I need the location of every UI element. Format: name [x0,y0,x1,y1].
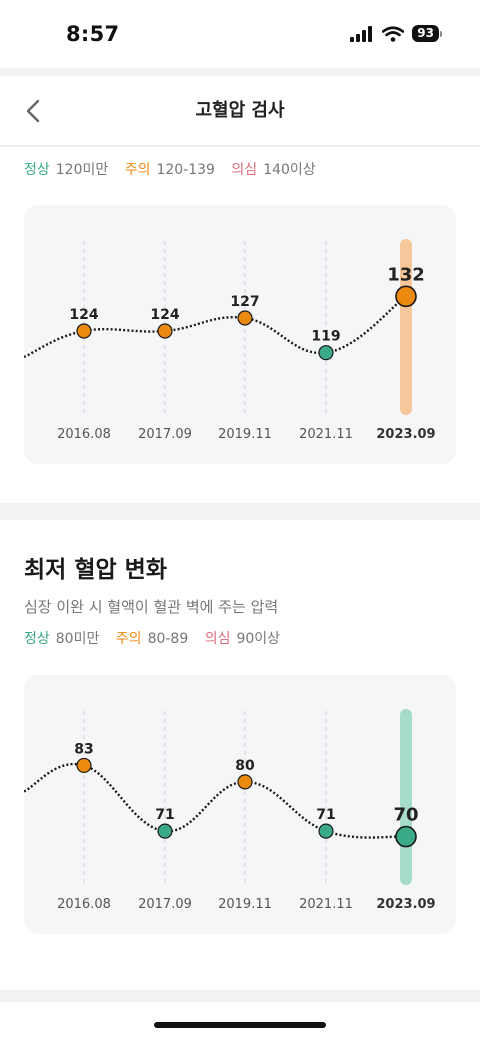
systolic-x-tick-label: 2021.11 [299,427,353,442]
status-icons: 93 [350,25,442,42]
page-title: 고혈압 검사 [195,100,285,121]
systolic-point[interactable] [318,345,334,361]
systolic-x-tick-label: 2016.08 [57,427,111,442]
status-bar: 8:57 93 [0,0,480,68]
legend-warn-label: 주의 [124,162,151,178]
battery-icon: 93 [412,25,442,42]
battery-level: 93 [412,25,439,42]
legend-suspect-label: 의심 [204,631,231,647]
legend-suspect-label: 의심 [231,162,258,178]
section-title: 최저 혈압 변화 [24,557,167,583]
systolic-series-line [24,295,407,359]
wifi-icon [382,25,405,42]
diastolic-value-label: 70 [393,805,418,826]
diastolic-point[interactable] [76,757,92,774]
systolic-x-tick-label: 2023.09 [376,427,435,442]
diastolic-legend: 정상 80미만 주의 80-89 의심 90이상 [24,628,292,648]
diastolic-x-tick-label: 2021.11 [299,897,353,912]
systolic-value-label: 124 [69,307,98,323]
diastolic-x-tick-label: 2017.09 [138,897,192,912]
systolic-chart: 124 2016.08 124 2017.09 127 2019.11 119 2021.11… [24,205,456,464]
legend-normal-label: 정상 [24,162,50,178]
diastolic-x-tick-label: 2023.09 [376,897,435,912]
legend-warn-value: 80-89 [147,631,189,647]
legend-suspect-value: 90이상 [236,631,281,647]
section-description: 심장 이완 시 혈액이 혈관 벽에 주는 압력 [24,598,279,616]
systolic-value-label: 132 [387,264,425,285]
diastolic-chart: 83 2016.08 71 2017.09 80 2019.11 71 2021.11 70 20… [24,675,456,934]
legend-normal-value: 120미만 [55,162,109,178]
diastolic-value-label: 80 [235,758,255,774]
systolic-legend: 정상 120미만 주의 120-139 의심 140이상 [24,159,328,179]
diastolic-point[interactable] [237,774,253,790]
diastolic-x-tick-label: 2019.11 [218,897,272,912]
systolic-point[interactable] [395,285,417,308]
diastolic-point[interactable] [318,823,334,839]
bottom-area [0,1002,480,1040]
chevron-left-icon [26,99,40,123]
legend-warn-value: 120-139 [156,162,215,178]
legend-normal-value: 80미만 [55,631,100,647]
systolic-point[interactable] [76,323,92,339]
systolic-value-label: 127 [230,294,259,310]
diastolic-value-label: 71 [155,807,174,823]
diastolic-series-line [24,762,407,839]
systolic-value-label: 124 [150,307,179,323]
diastolic-point[interactable] [157,823,173,839]
diastolic-point[interactable] [395,825,417,848]
legend-suspect-value: 140이상 [263,162,316,178]
diastolic-card: 최저 혈압 변화 심장 이완 시 혈액이 혈관 벽에 주는 압력 정상 80미만 … [0,520,480,990]
diastolic-x-tick-label: 2016.08 [57,897,111,912]
systolic-point[interactable] [157,323,173,339]
back-button[interactable] [18,94,48,128]
systolic-card: 정상 120미만 주의 120-139 의심 140이상 124 2016.08 124 2… [0,147,480,503]
home-indicator[interactable] [154,1022,326,1028]
page-header: 고혈압 검사 [0,76,480,146]
diastolic-value-label: 71 [316,807,335,823]
signal-icon [350,25,373,42]
systolic-point[interactable] [237,310,253,326]
legend-normal-label: 정상 [24,631,50,647]
systolic-value-label: 119 [311,329,340,345]
systolic-x-tick-label: 2019.11 [218,427,272,442]
legend-warn-label: 주의 [115,631,142,647]
diastolic-value-label: 83 [74,741,93,757]
status-time: 8:57 [66,22,120,46]
systolic-x-tick-label: 2017.09 [138,427,192,442]
